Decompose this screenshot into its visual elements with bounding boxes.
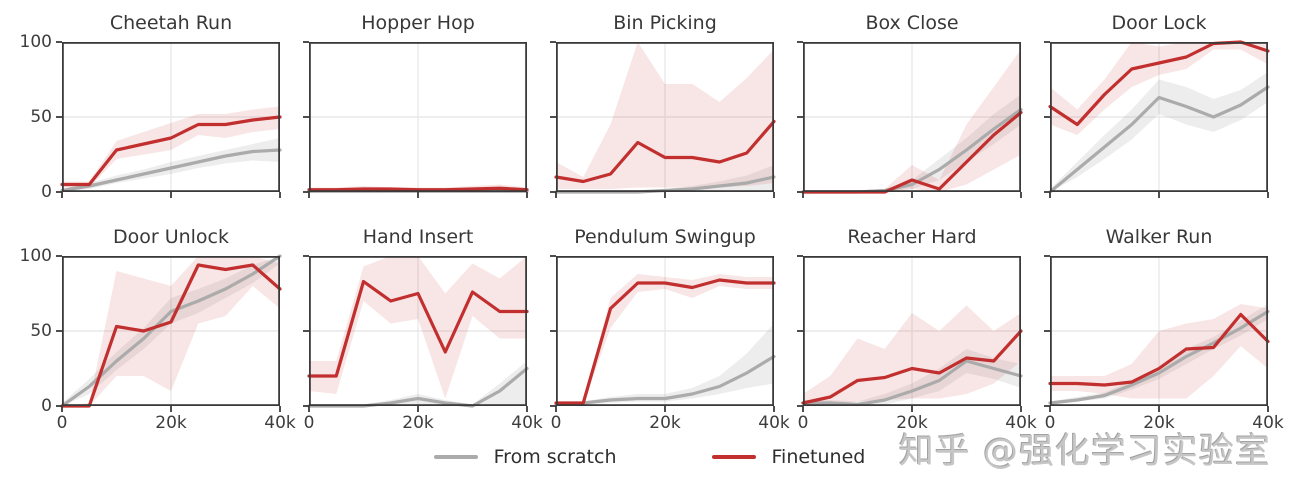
y-axis-tick-labels: 100 50 0	[18, 246, 62, 416]
x-tick-label: 20k	[155, 413, 187, 433]
x-tick-label: 20k	[896, 413, 928, 433]
legend-label-from-scratch: From scratch	[493, 446, 617, 468]
x-tick-label: 0	[1044, 413, 1056, 433]
charts-grid: Cheetah Run 100 50 0 Hopper Hop Bin Pickin…	[0, 10, 1299, 433]
plot-area	[1044, 255, 1270, 412]
subplot: Reacher Hard 0 20k 40k	[797, 224, 1037, 433]
x-tick-label: 0	[56, 413, 68, 433]
plot-area	[56, 41, 282, 198]
y-tick-label: 100	[19, 32, 52, 52]
plot-area	[1044, 40, 1270, 198]
x-axis-tick-labels	[803, 192, 1021, 218]
subplot: Door Lock	[1044, 10, 1270, 218]
plot-area	[550, 255, 776, 412]
legend-item-finetuned: Finetuned	[711, 446, 866, 468]
subplot-title: Cheetah Run	[109, 12, 233, 34]
subplot-title: Hopper Hop	[361, 12, 475, 34]
plot-area	[56, 254, 282, 412]
subplot: Hopper Hop	[303, 10, 529, 218]
subplot-title: Walker Run	[1105, 226, 1213, 248]
x-tick-label: 40k	[758, 413, 790, 433]
y-tick-label: 0	[41, 182, 52, 202]
subplot: Bin Picking	[550, 10, 776, 218]
x-axis-tick-labels	[309, 192, 527, 218]
x-axis-tick-labels: 0 20k 40k	[57, 406, 296, 433]
x-tick-label: 20k	[1143, 413, 1175, 433]
y-tick-label: 50	[30, 107, 52, 127]
subplot: Pendulum Swingup 0 20k 40k	[550, 224, 790, 433]
y-tick-label: 0	[41, 396, 52, 416]
subplot: Door Unlock 100 50 0 0 20k 40k	[18, 224, 296, 433]
legend: From scratch Finetuned	[0, 446, 1299, 468]
x-axis-tick-labels: 0 20k 40k	[798, 406, 1037, 433]
plot-area	[797, 41, 1023, 198]
x-axis-tick-labels: 0 20k 40k	[1045, 406, 1284, 433]
y-tick-label: 50	[30, 321, 52, 341]
x-axis-tick-labels	[556, 192, 774, 218]
x-tick-label: 0	[303, 413, 315, 433]
subplot-title: Door Lock	[1111, 12, 1207, 34]
plot-area	[303, 41, 529, 198]
x-axis-tick-labels	[62, 192, 280, 218]
x-tick-label: 20k	[649, 413, 681, 433]
plot-area	[550, 41, 776, 198]
x-tick-label: 0	[550, 413, 562, 433]
legend-item-from-scratch: From scratch	[433, 446, 617, 468]
subplot-title: Door Unlock	[112, 226, 230, 248]
x-axis-tick-labels: 0 20k 40k	[304, 406, 543, 433]
from-scratch-line-swatch	[433, 455, 478, 459]
y-axis-tick-labels: 100 50 0	[18, 32, 62, 202]
x-tick-label: 20k	[402, 413, 434, 433]
x-tick-label: 0	[797, 413, 809, 433]
x-tick-label: 40k	[1252, 413, 1284, 433]
x-tick-label: 40k	[511, 413, 543, 433]
x-axis-tick-labels: 0 20k 40k	[551, 406, 790, 433]
x-tick-label: 40k	[264, 413, 296, 433]
subplot-title: Pendulum Swingup	[574, 226, 756, 248]
y-tick-label: 100	[19, 246, 52, 266]
x-axis-tick-labels	[1050, 192, 1268, 218]
subplot-title: Box Close	[865, 12, 959, 34]
x-tick-label: 40k	[1005, 413, 1037, 433]
subplot-title: Bin Picking	[613, 12, 717, 34]
plot-area	[303, 255, 529, 412]
subplot-title: Reacher Hard	[847, 226, 977, 248]
subplot: Hand Insert 0 20k 40k	[303, 224, 543, 433]
subplot: Walker Run 0 20k 40k	[1044, 224, 1284, 433]
subplot: Cheetah Run 100 50 0	[18, 10, 282, 218]
plot-area	[797, 255, 1023, 412]
subplot-title: Hand Insert	[362, 226, 474, 248]
finetuned-line-swatch	[711, 455, 756, 459]
legend-label-finetuned: Finetuned	[771, 446, 866, 468]
subplot: Box Close	[797, 10, 1023, 218]
